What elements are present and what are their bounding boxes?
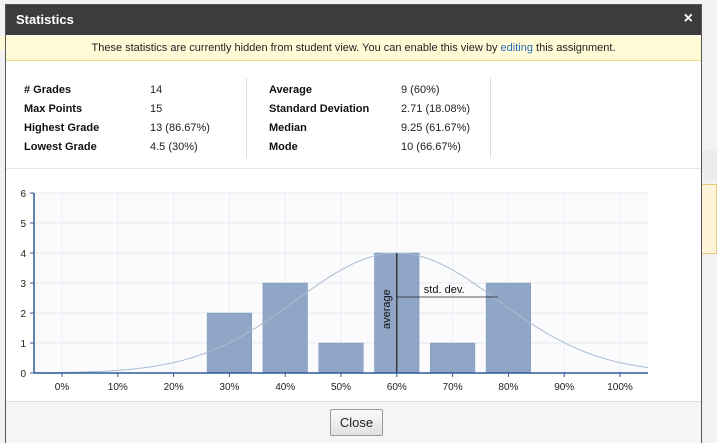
- notice-text-after: this assignment.: [532, 42, 616, 54]
- average-label: average: [381, 289, 393, 329]
- backdrop-notice-edge: [0, 36, 6, 50]
- stat-value: 10 (66.67%): [401, 141, 461, 153]
- stat-label: Standard Deviation: [269, 103, 370, 115]
- stats-divider: [246, 78, 247, 158]
- stat-label: Mode: [269, 141, 298, 153]
- stat-label: Max Points: [24, 103, 83, 115]
- stat-row: Median 9.25 (61.67%): [269, 119, 489, 138]
- dialog-title: Statistics: [16, 12, 74, 27]
- stat-value: 9 (60%): [401, 84, 440, 96]
- stat-row: Standard Deviation 2.71 (18.08%): [269, 100, 489, 119]
- y-tick-label: 2: [20, 309, 26, 320]
- histogram-bar: [430, 342, 476, 374]
- stat-value: 14: [150, 84, 163, 96]
- stat-label: Average: [269, 84, 313, 96]
- x-tick-label: 0%: [55, 382, 70, 393]
- x-tick-label: 70%: [443, 382, 463, 393]
- backdrop-strip: [702, 150, 717, 180]
- x-tick-label: 50%: [331, 382, 351, 393]
- y-tick-label: 4: [20, 249, 26, 260]
- histogram-bar: [262, 282, 308, 374]
- close-icon[interactable]: ×: [683, 10, 693, 27]
- stat-label: Highest Grade: [24, 122, 100, 134]
- x-tick-label: 80%: [498, 382, 518, 393]
- stat-value: 4.5 (30%): [150, 141, 198, 153]
- editing-link[interactable]: editing: [500, 42, 533, 54]
- x-tick-label: 40%: [275, 382, 295, 393]
- backdrop-side-panel: [700, 184, 717, 254]
- stat-value: 15: [150, 103, 163, 115]
- x-tick-label: 30%: [219, 382, 239, 393]
- y-tick-label: 6: [20, 189, 26, 200]
- stat-label: Lowest Grade: [24, 141, 97, 153]
- dialog-footer: Close: [6, 401, 701, 443]
- stat-value: 2.71 (18.08%): [401, 103, 471, 115]
- x-tick-label: 100%: [607, 382, 633, 393]
- dialog-titlebar: Statistics ×: [6, 5, 701, 35]
- histogram-bar: [318, 342, 364, 374]
- stat-value: 9.25 (61.67%): [401, 122, 471, 134]
- normal-curve: [34, 252, 648, 374]
- visibility-notice: These statistics are currently hidden fr…: [6, 36, 701, 61]
- stat-row: Average 9 (60%): [269, 81, 489, 100]
- x-tick-label: 60%: [387, 382, 407, 393]
- x-tick-label: 10%: [108, 382, 128, 393]
- stat-label: # Grades: [24, 84, 72, 96]
- y-tick-label: 1: [20, 339, 26, 350]
- stat-row: Highest Grade 13 (86.67%): [24, 119, 234, 138]
- x-tick-label: 20%: [164, 382, 184, 393]
- stats-divider: [490, 78, 491, 158]
- stat-row: # Grades 14: [24, 81, 234, 100]
- notice-text-before: These statistics are currently hidden fr…: [91, 42, 501, 54]
- section-divider: [6, 168, 701, 169]
- statistics-dialog: Statistics × These statistics are curren…: [5, 4, 702, 443]
- histogram-bar: [485, 282, 531, 374]
- stat-label: Median: [269, 122, 307, 134]
- x-tick-label: 90%: [554, 382, 574, 393]
- stat-row: Mode 10 (66.67%): [269, 138, 489, 157]
- stat-row: Lowest Grade 4.5 (30%): [24, 138, 234, 157]
- y-tick-label: 3: [20, 279, 26, 290]
- y-tick-label: 5: [20, 219, 26, 230]
- std-dev-label: std. dev.: [424, 284, 465, 296]
- stat-row: Max Points 15: [24, 100, 234, 119]
- stats-left: # Grades 14 Max Points 15 Highest Grade …: [24, 81, 234, 157]
- stats-right: Average 9 (60%) Standard Deviation 2.71 …: [269, 81, 489, 157]
- y-tick-label: 0: [20, 369, 26, 380]
- stat-value: 13 (86.67%): [150, 122, 210, 134]
- close-button[interactable]: Close: [330, 409, 383, 436]
